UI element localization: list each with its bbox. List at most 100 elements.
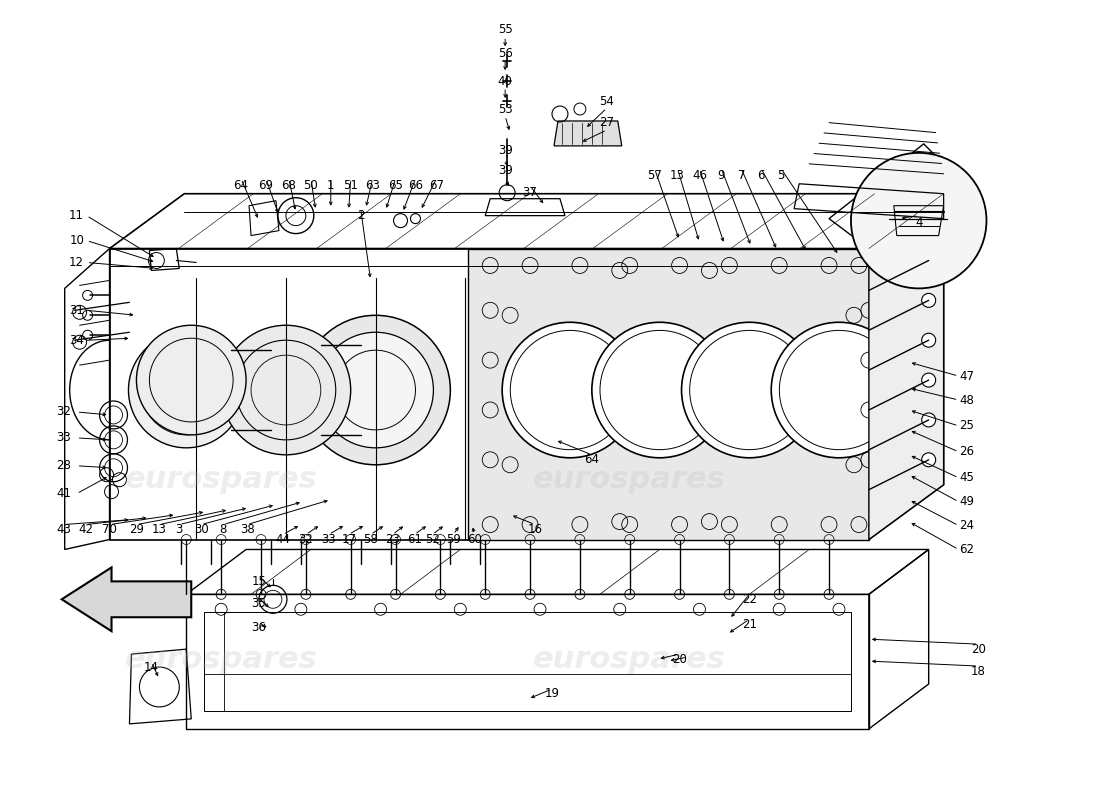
Text: 57: 57 (647, 170, 662, 182)
Text: 6: 6 (758, 170, 764, 182)
Circle shape (922, 254, 936, 267)
Text: 47: 47 (959, 370, 974, 382)
Text: 59: 59 (446, 533, 461, 546)
Text: 56: 56 (497, 46, 513, 60)
Circle shape (592, 322, 727, 458)
Text: 22: 22 (741, 593, 757, 606)
Text: 68: 68 (282, 179, 296, 192)
Text: 45: 45 (959, 471, 974, 484)
Circle shape (221, 326, 351, 455)
Text: 41: 41 (56, 487, 72, 500)
Text: 20: 20 (672, 653, 688, 666)
Text: 52: 52 (425, 533, 440, 546)
Circle shape (318, 332, 433, 448)
Text: 15: 15 (252, 575, 266, 588)
Text: 55: 55 (498, 22, 513, 36)
Text: 53: 53 (498, 102, 513, 115)
Text: 26: 26 (959, 446, 974, 458)
Text: 61: 61 (407, 533, 422, 546)
Text: 23: 23 (385, 533, 400, 546)
Circle shape (318, 332, 433, 448)
Text: 7: 7 (738, 170, 745, 182)
Text: 58: 58 (363, 533, 378, 546)
Text: 34: 34 (69, 334, 84, 346)
Text: 31: 31 (69, 304, 84, 317)
Circle shape (771, 322, 906, 458)
Text: 33: 33 (321, 533, 337, 546)
Text: 43: 43 (56, 523, 72, 536)
Text: 51: 51 (343, 179, 359, 192)
Text: 10: 10 (69, 234, 84, 247)
Text: 65: 65 (388, 179, 403, 192)
Polygon shape (62, 567, 191, 631)
Text: 39: 39 (497, 144, 513, 158)
Text: 48: 48 (959, 394, 974, 406)
Text: 27: 27 (600, 117, 614, 130)
Text: 21: 21 (741, 618, 757, 630)
Circle shape (922, 453, 936, 466)
Text: 46: 46 (692, 170, 707, 182)
Text: 11: 11 (69, 209, 84, 222)
Text: 44: 44 (275, 533, 290, 546)
Text: 66: 66 (408, 179, 424, 192)
Circle shape (129, 332, 244, 448)
Text: 16: 16 (528, 523, 542, 536)
Text: eurospares: eurospares (534, 466, 726, 494)
Polygon shape (469, 249, 869, 539)
Circle shape (503, 322, 638, 458)
Circle shape (922, 294, 936, 307)
Circle shape (223, 332, 339, 448)
Text: 35: 35 (252, 597, 266, 610)
Text: eurospares: eurospares (124, 645, 318, 674)
Text: 32: 32 (298, 533, 314, 546)
Text: 17: 17 (341, 533, 356, 546)
Text: 3: 3 (176, 523, 183, 536)
Text: 69: 69 (258, 179, 274, 192)
Text: 40: 40 (497, 74, 513, 88)
Text: 60: 60 (466, 533, 482, 546)
Text: 63: 63 (365, 179, 381, 192)
Text: 25: 25 (959, 419, 974, 433)
Text: 30: 30 (194, 523, 209, 536)
Polygon shape (869, 194, 944, 539)
Text: 54: 54 (600, 94, 614, 107)
Text: 28: 28 (56, 459, 72, 472)
Text: 2: 2 (356, 209, 364, 222)
Text: 64: 64 (584, 454, 600, 466)
Text: 13: 13 (152, 523, 167, 536)
Text: 67: 67 (429, 179, 444, 192)
Text: 33: 33 (56, 431, 72, 444)
Text: 70: 70 (102, 523, 117, 536)
Text: eurospares: eurospares (124, 466, 318, 494)
Text: 50: 50 (304, 179, 318, 192)
Text: 39: 39 (497, 164, 513, 178)
Text: 64: 64 (233, 179, 249, 192)
Text: 18: 18 (971, 665, 986, 678)
Text: 19: 19 (544, 687, 560, 701)
Text: 20: 20 (971, 642, 986, 656)
Text: 62: 62 (959, 543, 974, 556)
Text: 42: 42 (78, 523, 94, 536)
Text: 14: 14 (144, 661, 158, 674)
Text: 13: 13 (670, 170, 685, 182)
Text: eurospares: eurospares (534, 645, 726, 674)
Text: 29: 29 (129, 523, 144, 536)
Text: 4: 4 (915, 216, 923, 229)
Text: 1: 1 (327, 179, 334, 192)
Circle shape (851, 153, 987, 288)
Text: 5: 5 (778, 170, 785, 182)
Text: 24: 24 (959, 519, 974, 532)
Text: 9: 9 (717, 170, 725, 182)
Polygon shape (554, 121, 621, 146)
Text: 32: 32 (56, 406, 72, 418)
Text: 37: 37 (522, 186, 538, 199)
Text: 38: 38 (240, 523, 254, 536)
Text: 36: 36 (252, 621, 266, 634)
Circle shape (922, 413, 936, 427)
Text: 12: 12 (69, 256, 84, 269)
Circle shape (922, 373, 936, 387)
Circle shape (922, 334, 936, 347)
Circle shape (136, 326, 246, 435)
Text: 8: 8 (220, 523, 227, 536)
Text: 49: 49 (959, 495, 974, 508)
